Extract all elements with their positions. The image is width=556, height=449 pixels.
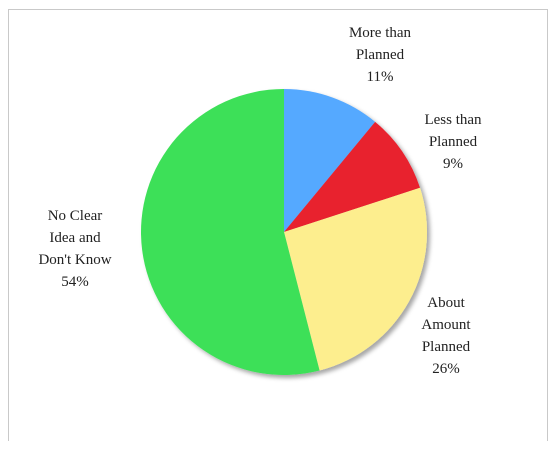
slice-label-line: Don't Know (38, 252, 111, 268)
slice-label-line: Planned (422, 339, 471, 355)
slice-label-line: Idea and (49, 230, 101, 246)
slice-percent: 54% (61, 274, 89, 290)
pie-slice-1 (284, 89, 376, 232)
slice-label-1: More than Planned 11% (349, 25, 412, 85)
slice-label-line: Planned (429, 134, 478, 150)
pie-slice-3 (284, 187, 427, 371)
pie-slice-4 (141, 89, 320, 375)
slice-percent: 26% (432, 361, 460, 377)
slice-percent: 11% (367, 69, 394, 85)
slice-label-line: Amount (421, 317, 471, 333)
slice-label-line: More than (349, 25, 412, 41)
slice-label-line: About (427, 295, 465, 311)
pie-slice-2 (284, 121, 420, 232)
slice-label-line: Planned (356, 47, 405, 63)
slice-label-line: Less than (424, 112, 482, 128)
slice-label-3: About Amount Planned 26% (421, 295, 471, 377)
slice-label-4: No Clear Idea and Don't Know 54% (38, 208, 111, 290)
slice-percent: 9% (443, 156, 463, 172)
slice-label-2: Less than Planned 9% (424, 112, 482, 172)
slice-label-line: No Clear (48, 208, 103, 224)
